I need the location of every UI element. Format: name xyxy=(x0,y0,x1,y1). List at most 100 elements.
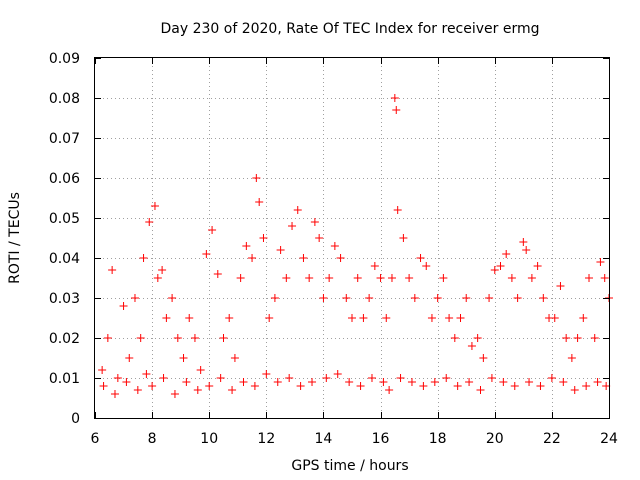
data-point xyxy=(208,226,217,234)
data-point xyxy=(439,274,448,282)
data-point xyxy=(322,374,331,382)
data-point xyxy=(158,266,167,274)
data-point xyxy=(259,234,268,242)
data-point xyxy=(348,314,356,322)
data-point xyxy=(262,370,271,378)
data-points xyxy=(98,94,613,398)
data-point xyxy=(510,382,519,390)
y-axis-label: ROTI / TECUs xyxy=(7,192,23,284)
data-point xyxy=(213,270,222,278)
data-point xyxy=(596,258,605,266)
data-point xyxy=(525,378,534,386)
data-point xyxy=(527,274,536,282)
data-point xyxy=(356,382,365,390)
x-tick-label: 14 xyxy=(315,431,333,447)
data-point xyxy=(485,294,494,302)
data-point xyxy=(255,198,264,206)
data-point xyxy=(293,206,302,214)
data-point xyxy=(407,378,416,386)
data-point xyxy=(593,378,602,386)
data-point xyxy=(536,382,545,390)
data-point xyxy=(490,266,499,274)
y-tick-label: 0.06 xyxy=(49,171,80,187)
data-point xyxy=(513,294,522,302)
data-point xyxy=(533,262,542,270)
data-point xyxy=(345,378,354,386)
y-tick-label: 0.05 xyxy=(49,211,80,227)
data-point xyxy=(288,222,297,230)
data-point xyxy=(125,354,134,362)
data-point xyxy=(422,262,431,270)
data-point xyxy=(299,254,308,262)
data-point xyxy=(239,378,248,386)
data-point xyxy=(579,314,588,322)
data-point xyxy=(162,314,171,322)
data-point xyxy=(308,378,317,386)
data-point xyxy=(305,274,314,282)
data-point xyxy=(252,174,261,182)
y-tick-label: 0.09 xyxy=(49,51,80,67)
data-point xyxy=(333,370,342,378)
data-point xyxy=(242,242,251,250)
data-point xyxy=(453,382,462,390)
data-point xyxy=(108,266,117,274)
data-point xyxy=(502,250,511,258)
data-point xyxy=(142,370,151,378)
data-point xyxy=(416,254,425,262)
data-point xyxy=(387,274,396,282)
data-point xyxy=(473,334,482,342)
data-point xyxy=(270,294,279,302)
axis-ticks: 6 8 10 12 14 16 18 20 22 24 0 0.01 0.02 0.03 0.04 0.05 0… xyxy=(49,51,618,447)
data-point xyxy=(559,378,568,386)
data-point xyxy=(139,254,148,262)
data-point xyxy=(353,274,362,282)
data-point xyxy=(145,218,154,226)
data-point xyxy=(285,374,294,382)
x-tick-label: 18 xyxy=(429,431,447,447)
data-point xyxy=(585,274,594,282)
y-tick-label: 0.01 xyxy=(49,371,80,387)
data-point xyxy=(450,334,459,342)
data-point xyxy=(99,382,108,390)
data-point xyxy=(185,314,194,322)
data-point xyxy=(276,246,285,254)
data-point xyxy=(250,382,259,390)
data-point xyxy=(122,378,131,386)
data-point xyxy=(462,294,471,302)
data-point xyxy=(319,294,328,302)
data-point xyxy=(465,378,474,386)
data-point xyxy=(382,314,391,322)
data-point xyxy=(153,274,162,282)
data-point xyxy=(182,378,191,386)
y-tick-label: 0.04 xyxy=(49,251,80,267)
data-point xyxy=(336,254,345,262)
x-tick-label: 24 xyxy=(600,431,618,447)
data-point xyxy=(433,294,442,302)
data-point xyxy=(519,238,528,246)
chart-title: Day 230 of 2020, Rate Of TEC Index for r… xyxy=(160,21,539,37)
x-tick-label: 22 xyxy=(543,431,561,447)
data-point xyxy=(522,246,531,254)
data-point xyxy=(228,386,237,394)
data-point xyxy=(119,302,128,310)
data-point xyxy=(392,106,401,114)
data-point xyxy=(342,294,351,302)
data-point xyxy=(136,334,145,342)
data-point xyxy=(225,314,234,322)
data-point xyxy=(427,314,436,322)
data-point xyxy=(190,334,199,342)
data-point xyxy=(216,374,225,382)
data-point xyxy=(370,262,379,270)
data-point xyxy=(385,386,394,394)
data-point xyxy=(573,334,582,342)
data-point xyxy=(562,334,571,342)
data-point xyxy=(330,242,339,250)
data-point xyxy=(539,294,548,302)
x-tick-label: 10 xyxy=(200,431,218,447)
data-point xyxy=(148,382,157,390)
data-point xyxy=(367,374,376,382)
x-tick-label: 8 xyxy=(148,431,157,447)
data-point xyxy=(393,206,402,214)
data-point xyxy=(202,250,211,258)
